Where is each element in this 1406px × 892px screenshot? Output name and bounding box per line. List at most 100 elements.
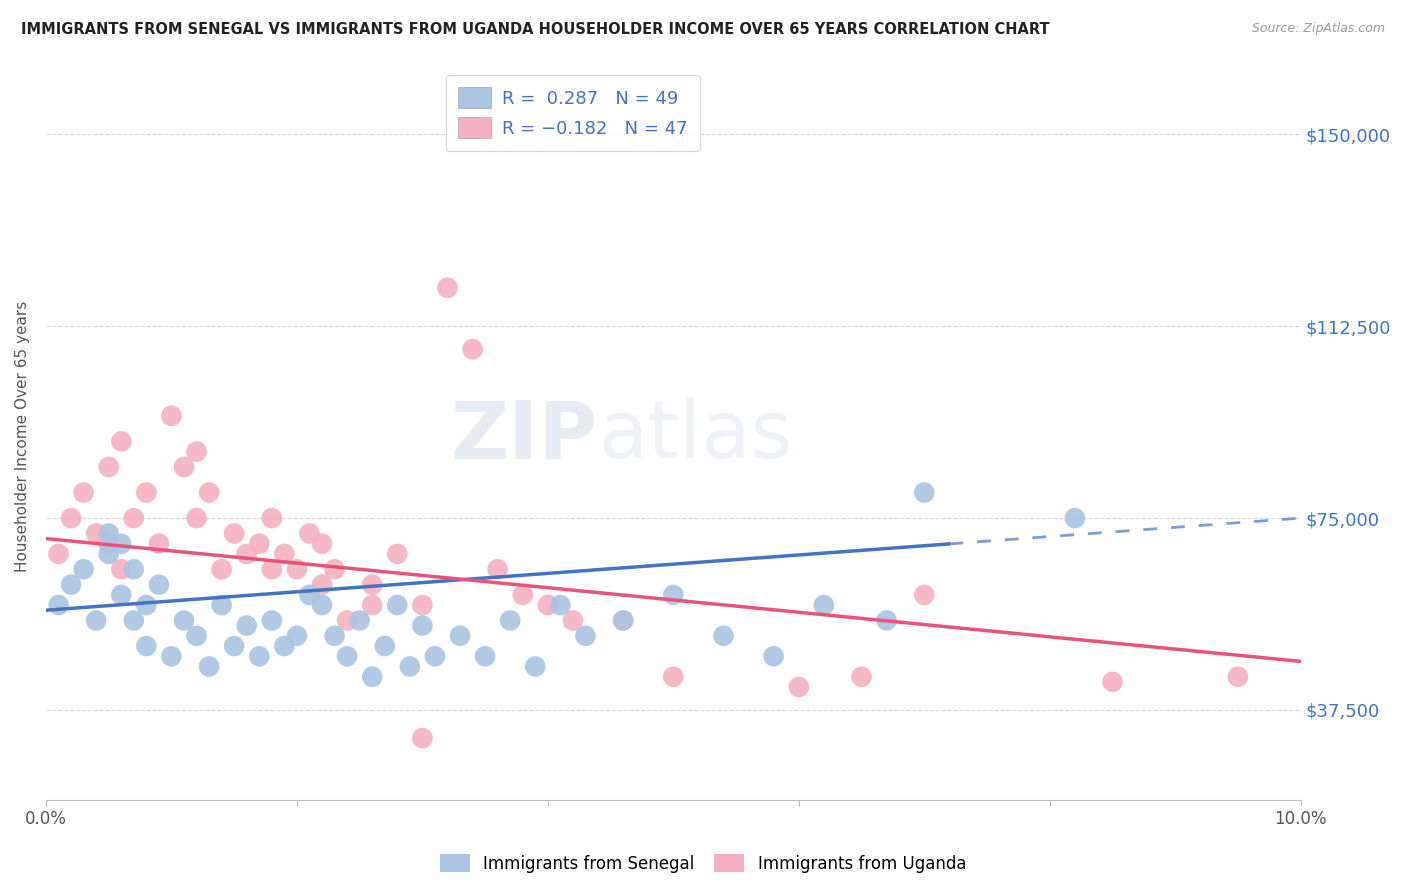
Point bbox=[211, 562, 233, 576]
Point bbox=[411, 618, 433, 632]
Point bbox=[311, 537, 333, 551]
Point bbox=[173, 459, 195, 474]
Point bbox=[713, 629, 735, 643]
Point bbox=[97, 459, 120, 474]
Point bbox=[662, 670, 685, 684]
Point bbox=[612, 614, 634, 628]
Point bbox=[436, 281, 458, 295]
Point bbox=[235, 547, 257, 561]
Point bbox=[260, 511, 283, 525]
Point bbox=[160, 409, 183, 423]
Point bbox=[813, 598, 835, 612]
Point bbox=[374, 639, 396, 653]
Point bbox=[135, 639, 157, 653]
Point bbox=[48, 547, 70, 561]
Point bbox=[122, 562, 145, 576]
Point bbox=[311, 577, 333, 591]
Point bbox=[148, 577, 170, 591]
Text: atlas: atlas bbox=[598, 397, 793, 475]
Point bbox=[349, 614, 371, 628]
Point bbox=[512, 588, 534, 602]
Text: IMMIGRANTS FROM SENEGAL VS IMMIGRANTS FROM UGANDA HOUSEHOLDER INCOME OVER 65 YEA: IMMIGRANTS FROM SENEGAL VS IMMIGRANTS FR… bbox=[21, 22, 1050, 37]
Point bbox=[1226, 670, 1249, 684]
Point bbox=[662, 588, 685, 602]
Point bbox=[135, 598, 157, 612]
Point bbox=[186, 629, 208, 643]
Point bbox=[211, 598, 233, 612]
Point bbox=[1101, 674, 1123, 689]
Point bbox=[186, 444, 208, 458]
Point bbox=[247, 537, 270, 551]
Point bbox=[298, 588, 321, 602]
Point bbox=[160, 649, 183, 664]
Point bbox=[574, 629, 596, 643]
Point bbox=[247, 649, 270, 664]
Point bbox=[524, 659, 547, 673]
Point bbox=[273, 639, 295, 653]
Point bbox=[122, 511, 145, 525]
Point bbox=[110, 562, 132, 576]
Point bbox=[273, 547, 295, 561]
Point bbox=[285, 562, 308, 576]
Text: ZIP: ZIP bbox=[451, 397, 598, 475]
Point bbox=[110, 537, 132, 551]
Point bbox=[60, 511, 83, 525]
Point bbox=[361, 670, 384, 684]
Point bbox=[537, 598, 560, 612]
Point bbox=[336, 614, 359, 628]
Point bbox=[198, 485, 221, 500]
Point bbox=[84, 614, 107, 628]
Y-axis label: Householder Income Over 65 years: Householder Income Over 65 years bbox=[15, 301, 30, 572]
Point bbox=[912, 485, 935, 500]
Point bbox=[612, 614, 634, 628]
Point bbox=[1063, 511, 1085, 525]
Point bbox=[361, 598, 384, 612]
Point bbox=[97, 526, 120, 541]
Point bbox=[550, 598, 572, 612]
Point bbox=[449, 629, 471, 643]
Point bbox=[423, 649, 446, 664]
Point bbox=[561, 614, 583, 628]
Point bbox=[72, 562, 94, 576]
Point bbox=[285, 629, 308, 643]
Point bbox=[235, 618, 257, 632]
Point bbox=[60, 577, 83, 591]
Point bbox=[387, 598, 409, 612]
Point bbox=[912, 588, 935, 602]
Point bbox=[97, 537, 120, 551]
Point bbox=[84, 526, 107, 541]
Point bbox=[876, 614, 898, 628]
Text: Source: ZipAtlas.com: Source: ZipAtlas.com bbox=[1251, 22, 1385, 36]
Point bbox=[336, 649, 359, 664]
Point bbox=[97, 547, 120, 561]
Point bbox=[411, 598, 433, 612]
Point bbox=[499, 614, 522, 628]
Point bbox=[311, 598, 333, 612]
Point bbox=[122, 614, 145, 628]
Point bbox=[486, 562, 509, 576]
Point bbox=[411, 731, 433, 745]
Point bbox=[398, 659, 420, 673]
Point bbox=[186, 511, 208, 525]
Point bbox=[135, 485, 157, 500]
Point bbox=[72, 485, 94, 500]
Point bbox=[173, 614, 195, 628]
Point bbox=[298, 526, 321, 541]
Point bbox=[787, 680, 810, 694]
Point bbox=[361, 577, 384, 591]
Point bbox=[110, 434, 132, 449]
Point bbox=[224, 526, 246, 541]
Legend: R =  0.287   N = 49, R = −0.182   N = 47: R = 0.287 N = 49, R = −0.182 N = 47 bbox=[446, 75, 700, 151]
Point bbox=[260, 562, 283, 576]
Point bbox=[762, 649, 785, 664]
Point bbox=[148, 537, 170, 551]
Point bbox=[387, 547, 409, 561]
Point bbox=[474, 649, 496, 664]
Point bbox=[851, 670, 873, 684]
Point bbox=[260, 614, 283, 628]
Point bbox=[323, 562, 346, 576]
Legend: Immigrants from Senegal, Immigrants from Uganda: Immigrants from Senegal, Immigrants from… bbox=[433, 847, 973, 880]
Point bbox=[48, 598, 70, 612]
Point bbox=[461, 343, 484, 357]
Point bbox=[323, 629, 346, 643]
